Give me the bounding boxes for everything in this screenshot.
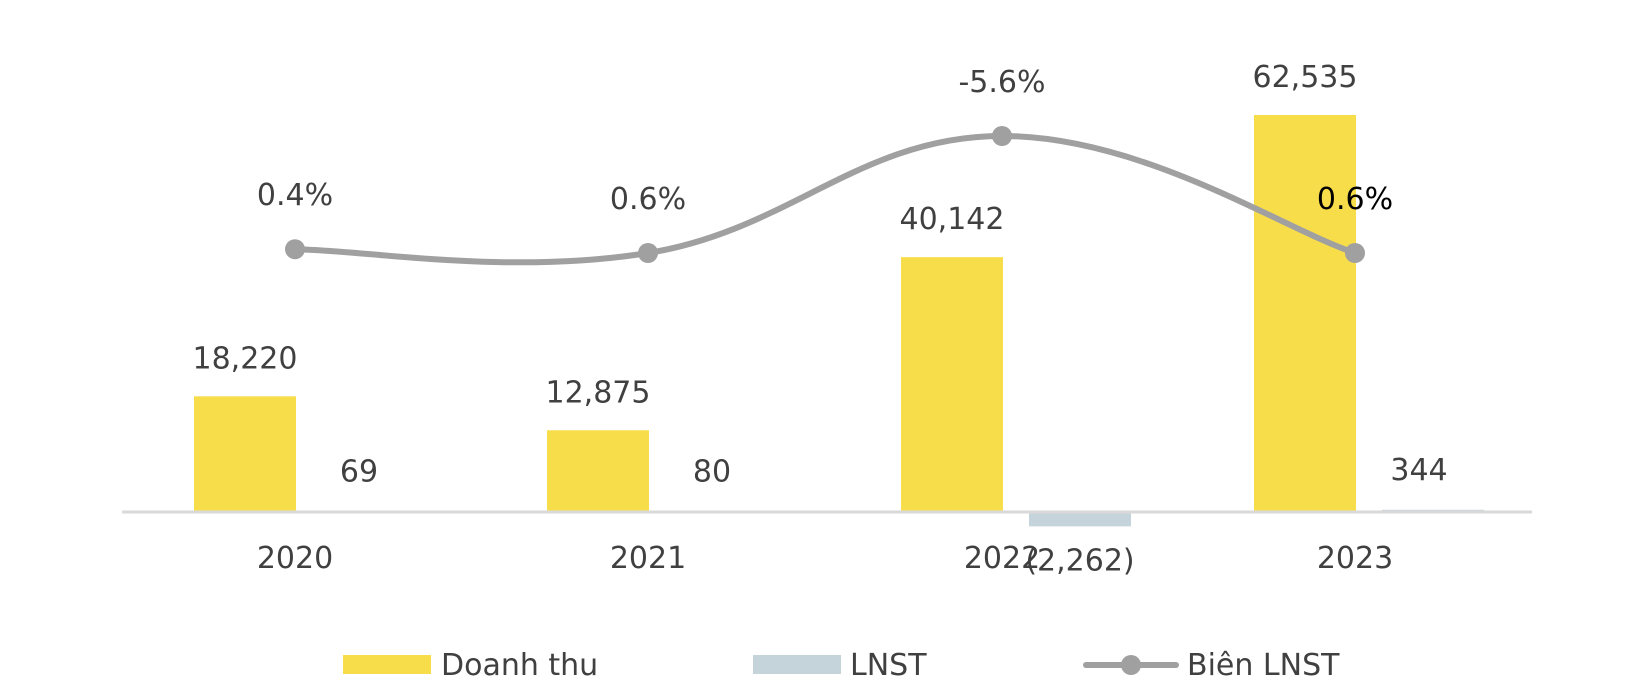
label-profit-2020: 69: [340, 455, 378, 490]
label-margin-2020: 0.4%: [257, 178, 333, 213]
label-profit-2022: (2,262): [1025, 543, 1134, 578]
x-tick-2021: 2021: [610, 541, 686, 576]
legend-label-profit: LNST: [850, 648, 927, 683]
legend-swatch-profit: [753, 655, 841, 674]
legend-item-margin[interactable]: Biên LNST: [1083, 648, 1340, 683]
label-revenue-2022: 40,142: [900, 202, 1005, 237]
revenue-bars: [194, 115, 1356, 512]
x-tick-2020: 2020: [257, 541, 333, 576]
margin-point-2022: [992, 126, 1012, 146]
label-profit-2021: 80: [693, 454, 731, 489]
margin-series-line: [294, 132, 1356, 266]
bar-revenue-2020: [194, 396, 296, 512]
bar-revenue-2023: [1254, 115, 1356, 512]
legend: Doanh thu LNST Biên LNST: [343, 648, 1340, 683]
legend-swatch-margin-marker: [1121, 655, 1141, 675]
label-margin-2022: -5.6%: [958, 65, 1045, 100]
legend-item-revenue[interactable]: Doanh thu: [343, 648, 598, 683]
bar-revenue-2021: [547, 430, 649, 512]
bar-revenue-2022: [901, 257, 1003, 512]
legend-label-margin: Biên LNST: [1187, 648, 1340, 683]
margin-point-2023: [1345, 243, 1365, 263]
data-labels: 18,220 12,875 40,142 62,535 69 80 (2,262) 344 0.…: [193, 60, 1448, 578]
label-margin-2023: 0.6%: [1317, 182, 1393, 217]
x-tick-2022: 2022: [964, 541, 1040, 576]
label-revenue-2023: 62,535: [1253, 60, 1358, 95]
label-profit-2023: 344: [1390, 453, 1447, 488]
margin-point-2020: [285, 239, 305, 260]
label-revenue-2021: 12,875: [546, 375, 651, 410]
x-tick-labels: 2020 2021 2022 2023: [257, 541, 1393, 576]
legend-label-revenue: Doanh thu: [441, 648, 598, 683]
margin-line: [285, 126, 1365, 266]
label-margin-2021: 0.6%: [610, 182, 686, 217]
x-tick-2023: 2023: [1317, 541, 1393, 576]
legend-swatch-revenue: [343, 655, 431, 674]
margin-point-2021: [638, 243, 658, 263]
legend-item-profit[interactable]: LNST: [753, 648, 927, 683]
bar-profit-2022: [1029, 512, 1131, 527]
label-revenue-2020: 18,220: [193, 341, 298, 376]
